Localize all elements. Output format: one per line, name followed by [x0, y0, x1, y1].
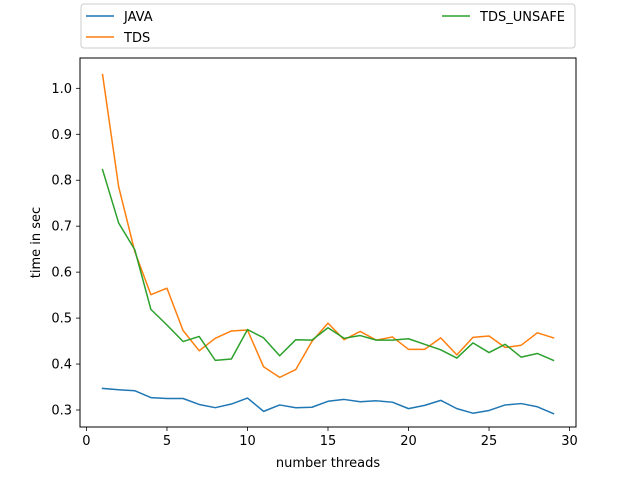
y-axis-ticks: 0.3 0.4 0.5 0.6 0.7 0.8 0.9 1.0 [51, 82, 80, 418]
y-tick-label: 0.9 [51, 128, 72, 143]
legend-label: TDS [123, 31, 150, 46]
x-tick-label: 5 [163, 434, 171, 449]
y-tick-label: 0.5 [51, 312, 72, 327]
legend-box [80, 3, 576, 49]
y-tick-label: 0.4 [51, 358, 72, 373]
legend-label: JAVA [123, 10, 153, 25]
x-tick-label: 10 [239, 434, 256, 449]
y-tick-label: 1.0 [51, 82, 72, 97]
x-axis-ticks: 0 5 10 15 20 25 30 [82, 427, 578, 449]
x-tick-label: 20 [400, 434, 417, 449]
series-line-tds-unsafe [101, 168, 555, 362]
y-axis-label: time in sec [29, 207, 44, 278]
x-axis-label: number threads [276, 456, 380, 471]
series-line-java [101, 387, 555, 415]
x-tick-label: 0 [82, 434, 90, 449]
x-tick-label: 30 [561, 434, 578, 449]
series-line-tds [101, 73, 555, 379]
series-lines [101, 73, 555, 415]
y-tick-label: 0.3 [51, 403, 72, 418]
y-tick-label: 0.6 [51, 266, 72, 281]
y-tick-label: 0.8 [51, 174, 72, 189]
x-tick-label: 15 [320, 434, 337, 449]
y-tick-label: 0.7 [51, 220, 72, 235]
legend: JAVA TDS TDS_UNSAFE [80, 3, 576, 49]
legend-label: TDS_UNSAFE [479, 10, 565, 25]
x-tick-label: 25 [481, 434, 498, 449]
